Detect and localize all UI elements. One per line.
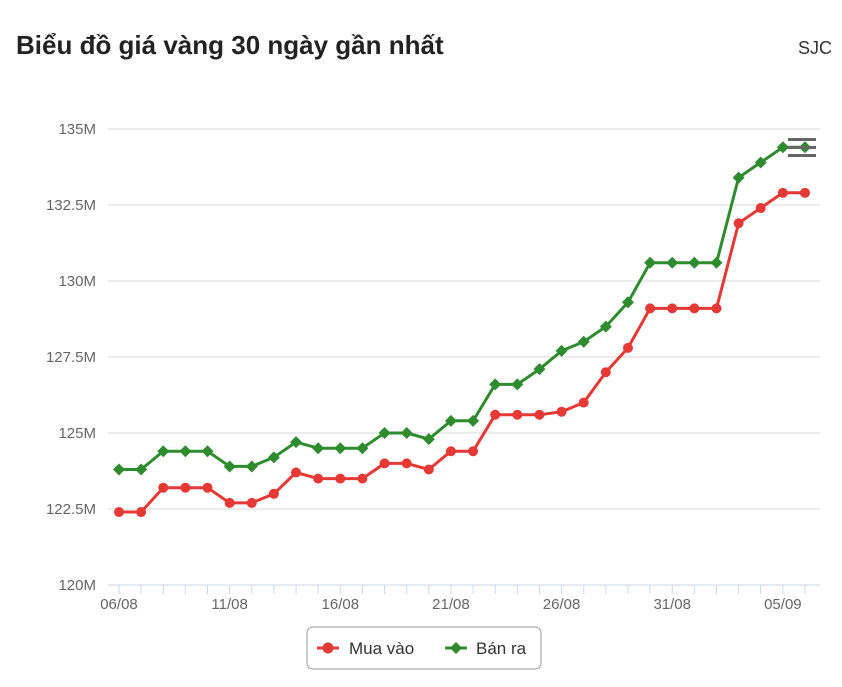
data-point-ban-ra[interactable] [444, 414, 457, 427]
y-tick-label: 135M [58, 121, 96, 138]
data-point-ban-ra[interactable] [754, 156, 767, 169]
data-point-ban-ra[interactable] [666, 256, 679, 269]
data-point-mua-vao[interactable] [379, 458, 390, 469]
data-point-mua-vao[interactable] [291, 467, 302, 478]
data-point-mua-vao[interactable] [423, 464, 434, 475]
data-point-mua-vao[interactable] [114, 507, 124, 518]
axes: 120M 122.5M 125M 127.5M 130M 132.5M 135M 06/08 1… [46, 121, 806, 613]
data-point-ban-ra[interactable] [511, 378, 524, 391]
legend: Mua vào Bán ra [306, 626, 542, 670]
series-line-mua-vao [119, 191, 805, 514]
data-point-mua-vao[interactable] [158, 482, 169, 493]
data-point-mua-vao[interactable] [136, 507, 147, 518]
x-tick-label: 26/08 [543, 596, 581, 613]
legend-label-ban-ra: Bán ra [476, 639, 527, 658]
data-point-ban-ra[interactable] [732, 171, 745, 184]
data-point-ban-ra[interactable] [621, 296, 634, 309]
legend-box [306, 626, 542, 670]
data-point-mua-vao[interactable] [490, 409, 501, 420]
data-point-ban-ra[interactable] [378, 427, 391, 439]
x-tick-label: 31/08 [653, 596, 691, 613]
menu-icon[interactable] [788, 138, 816, 157]
data-point-mua-vao[interactable] [445, 446, 456, 457]
data-point-ban-ra[interactable] [533, 363, 546, 376]
data-point-mua-vao[interactable] [335, 473, 346, 484]
data-point-ban-ra[interactable] [223, 460, 236, 473]
chart-title: Biểu đồ giá vàng 30 ngày gần nhất [16, 30, 444, 60]
data-point-ban-ra[interactable] [201, 445, 214, 458]
x-tick-label: 21/08 [432, 596, 470, 613]
data-point-mua-vao[interactable] [357, 473, 368, 484]
grid-lines [108, 128, 820, 586]
data-point-mua-vao[interactable] [800, 187, 810, 198]
legend-item-mua-vao[interactable]: Mua vào [317, 639, 414, 658]
data-point-mua-vao[interactable] [777, 187, 788, 198]
data-point-mua-vao[interactable] [246, 497, 257, 508]
data-point-ban-ra[interactable] [555, 344, 568, 357]
data-point-mua-vao[interactable] [224, 497, 235, 508]
data-point-mua-vao[interactable] [622, 342, 633, 353]
y-tick-label: 120M [58, 577, 96, 594]
data-point-mua-vao[interactable] [556, 406, 567, 417]
data-point-ban-ra[interactable] [135, 463, 148, 476]
data-point-ban-ra[interactable] [644, 256, 657, 269]
legend-marker-mua-vao [322, 642, 334, 654]
data-point-ban-ra[interactable] [334, 442, 347, 455]
y-tick-label: 132.5M [46, 197, 96, 214]
data-point-mua-vao[interactable] [313, 473, 324, 484]
data-point-ban-ra[interactable] [400, 427, 413, 439]
data-point-ban-ra[interactable] [179, 445, 192, 458]
source-label: SJC [797, 38, 832, 58]
legend-label-mua-vao: Mua vào [349, 639, 414, 658]
data-point-ban-ra[interactable] [267, 451, 280, 464]
data-point-ban-ra[interactable] [422, 433, 435, 446]
data-point-mua-vao[interactable] [689, 303, 700, 314]
data-point-mua-vao[interactable] [645, 303, 656, 314]
series-lines [113, 141, 811, 518]
data-point-ban-ra[interactable] [467, 414, 480, 427]
data-point-mua-vao[interactable] [733, 218, 744, 229]
data-point-ban-ra[interactable] [710, 256, 723, 269]
x-tick-label: 05/09 [764, 596, 802, 613]
data-point-mua-vao[interactable] [401, 458, 412, 469]
data-point-mua-vao[interactable] [202, 482, 213, 493]
x-tick-label: 06/08 [100, 596, 138, 613]
data-point-ban-ra[interactable] [290, 436, 303, 449]
data-point-mua-vao[interactable] [600, 367, 611, 378]
data-point-ban-ra[interactable] [312, 442, 325, 455]
data-point-mua-vao[interactable] [180, 482, 191, 493]
data-point-mua-vao[interactable] [711, 303, 722, 314]
data-point-ban-ra[interactable] [356, 442, 369, 455]
y-tick-label: 125M [58, 425, 96, 442]
y-tick-label: 127.5M [46, 349, 96, 366]
data-point-ban-ra[interactable] [489, 378, 502, 391]
legend-item-ban-ra[interactable]: Bán ra [445, 639, 527, 658]
data-point-mua-vao[interactable] [468, 446, 479, 457]
data-point-mua-vao[interactable] [268, 488, 279, 499]
y-tick-label: 130M [58, 273, 96, 290]
y-tick-label: 122.5M [46, 501, 96, 518]
data-point-ban-ra[interactable] [113, 463, 125, 476]
x-tick-label: 11/08 [211, 596, 247, 613]
data-point-ban-ra[interactable] [157, 445, 170, 458]
x-tick-label: 16/08 [322, 596, 360, 613]
data-point-mua-vao[interactable] [534, 409, 545, 420]
data-point-ban-ra[interactable] [776, 141, 789, 154]
data-point-ban-ra[interactable] [245, 460, 258, 473]
data-point-mua-vao[interactable] [512, 409, 523, 420]
data-point-mua-vao[interactable] [578, 397, 589, 408]
data-point-ban-ra[interactable] [599, 320, 612, 333]
data-point-ban-ra[interactable] [577, 335, 590, 348]
data-point-mua-vao[interactable] [667, 303, 678, 314]
data-point-ban-ra[interactable] [688, 256, 701, 269]
legend-marker-ban-ra [450, 642, 462, 654]
data-point-mua-vao[interactable] [755, 203, 766, 214]
